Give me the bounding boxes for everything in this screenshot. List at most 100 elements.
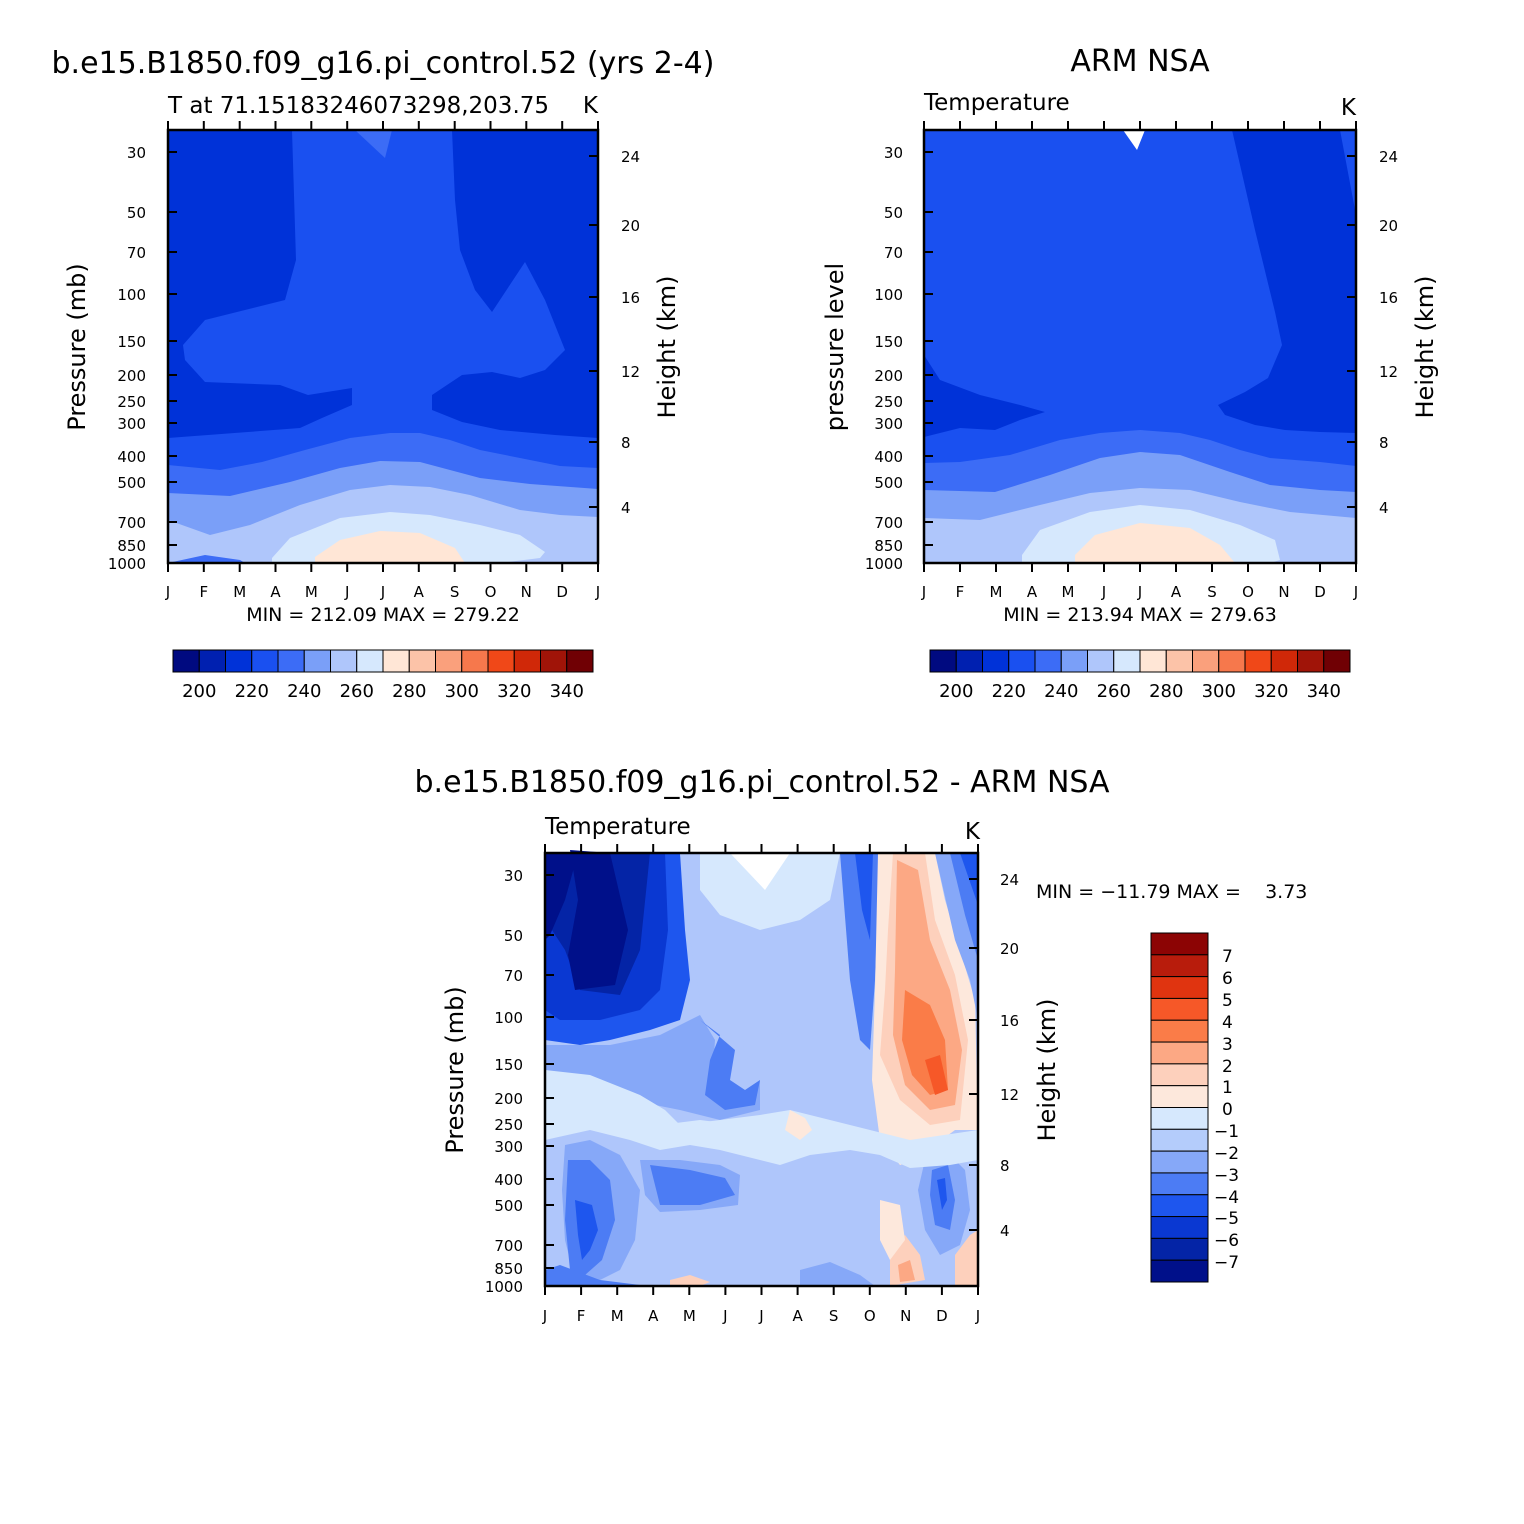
x-tick-label: A [1027,583,1038,601]
y-right-tick-label: 16 [1000,1012,1019,1030]
x-tick-label: J [542,1307,547,1325]
colorbar-swatch [566,649,594,673]
colorbar-swatch [513,649,541,673]
y-tick-label: 400 [494,1171,523,1189]
x-tick-label: N [1278,583,1289,601]
colorbar-swatch [1150,1019,1209,1043]
colorbar-label: 340 [550,681,584,702]
panel-model-subtitle: T at 71.15183246073298,203.75 [167,93,549,119]
y-tick-label: 400 [117,448,146,466]
colorbar-swatch [1060,649,1088,673]
y-tick-label: 700 [494,1237,523,1255]
colorbar-swatch [1150,1107,1209,1130]
colorbar-label: 1 [1222,1078,1233,1098]
colorbar-swatch [382,649,410,673]
panel-model-units: K [583,93,599,119]
panel-diff-x-axis: J F M A M J J A S O N D J [542,844,980,1325]
panel-obs-y-axis: 30 50 70 100 150 200 250 300 400 500 700… [865,144,933,573]
y-tick-label: 300 [874,415,903,433]
y-tick-label: 250 [117,393,146,411]
panel-diff: b.e15.B1850.f09_g16.pi_control.52 - ARM … [414,765,1307,1325]
panel-model-contour-field [168,130,598,563]
y-right-tick-label: 8 [621,434,631,452]
y-tick-label: 30 [127,144,146,162]
x-tick-label: S [829,1307,839,1325]
y-right-tick-label: 16 [1379,289,1398,307]
colorbar-swatch [1139,649,1167,673]
panel-obs: ARM NSA Temperature K J F M A M J [821,44,1439,702]
y-tick-label: 1000 [108,555,146,573]
y-tick-label: 100 [117,286,146,304]
y-tick-label: 500 [874,474,903,492]
x-tick-label: D [1314,583,1326,601]
y-tick-label: 50 [504,927,523,945]
x-tick-label: J [1137,583,1142,601]
colorbar-swatch [225,649,253,673]
colorbar-swatch [277,649,305,673]
colorbar-swatch [982,649,1010,673]
x-tick-label: O [485,583,497,601]
x-tick-label: J [975,1307,980,1325]
panel-obs-ylabel: pressure level [821,263,849,431]
y-tick-label: 850 [874,537,903,555]
panel-diff-colorbar: 7 6 5 4 3 2 1 0 −1 −2 −3 −4 −5 −6 −7 [1150,932,1239,1283]
y-tick-label: 850 [117,537,146,555]
y-tick-label: 700 [117,514,146,532]
y-right-tick-label: 12 [621,363,640,381]
y-tick-label: 100 [494,1009,523,1027]
y-right-tick-label: 12 [1379,363,1398,381]
panel-model: b.e15.B1850.f09_g16.pi_control.52 (yrs 2… [52,46,715,702]
y-tick-label: 150 [494,1056,523,1074]
x-tick-label: S [1207,583,1217,601]
x-tick-label: F [577,1307,586,1325]
y-right-tick-label: 24 [1000,871,1019,889]
colorbar-swatch [1150,1216,1209,1239]
x-tick-label: O [864,1307,876,1325]
colorbar-label: 3 [1222,1035,1233,1055]
colorbar-swatch [1150,976,1209,999]
y-tick-label: 300 [117,415,146,433]
x-tick-label: J [165,583,170,601]
x-tick-label: F [199,583,208,601]
colorbar-swatch [1113,649,1141,673]
colorbar-label: 6 [1222,969,1233,989]
colorbar-swatch [1150,1172,1209,1196]
colorbar-label: −5 [1214,1209,1239,1229]
panel-model-y-right-axis: 24 20 16 12 8 4 [589,148,640,517]
colorbar-swatch [1270,649,1298,673]
colorbar-swatch [1150,1237,1209,1261]
colorbar-swatch [1150,1194,1209,1218]
panel-obs-units: K [1341,95,1357,121]
colorbar-label: 0 [1222,1100,1233,1120]
colorbar-swatch [1150,1150,1209,1174]
colorbar-label: 300 [445,681,479,702]
x-tick-label: S [450,583,460,601]
y-tick-label: 500 [494,1197,523,1215]
colorbar-label: 240 [1044,681,1078,702]
panel-diff-y-axis: 30 50 70 100 150 200 250 300 400 500 700… [485,867,554,1296]
x-tick-label: A [1171,583,1182,601]
y-right-tick-label: 20 [1000,940,1019,958]
x-tick-label: O [1242,583,1254,601]
y-tick-label: 50 [127,204,146,222]
colorbar-label: 220 [235,681,269,702]
panel-obs-x-axis: J F M A M J J A S O N D J [921,121,1358,601]
y-tick-label: 200 [117,367,146,385]
y-right-tick-label: 4 [1379,499,1389,517]
colorbar-swatch [461,649,489,673]
x-tick-label: J [380,583,385,601]
panel-obs-subtitle: Temperature [923,90,1070,116]
colorbar-label: 200 [939,681,973,702]
y-right-tick-label: 4 [621,499,631,517]
x-tick-label: M [233,583,246,601]
colorbar-swatch [1008,649,1036,673]
y-tick-label: 200 [874,367,903,385]
colorbar-label: 200 [182,681,216,702]
x-tick-label: M [683,1307,696,1325]
y-tick-label: 250 [494,1116,523,1134]
colorbar-label: −3 [1214,1166,1239,1186]
panel-model-ylabel-right: Height (km) [653,276,681,419]
colorbar-swatch [929,649,957,673]
colorbar-swatch [330,649,358,673]
y-right-tick-label: 16 [621,289,640,307]
